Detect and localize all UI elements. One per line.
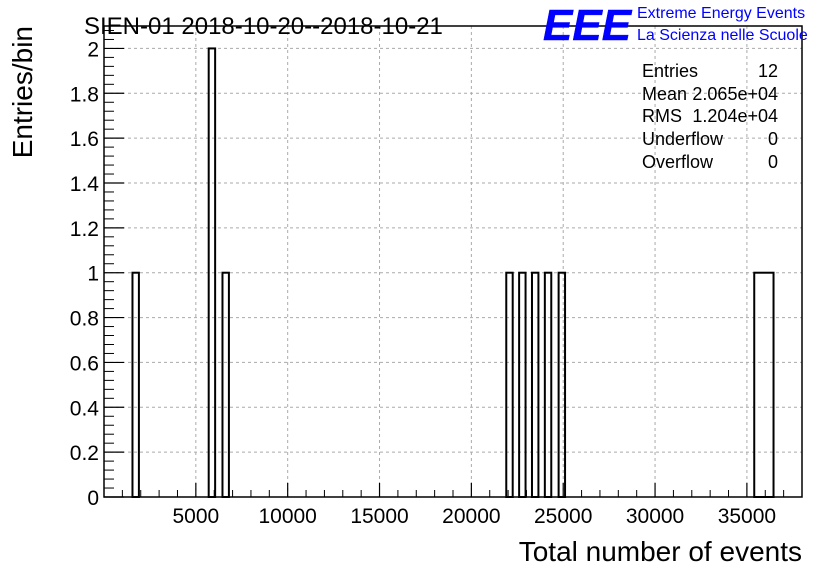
histogram-bin-1 [207,47,217,499]
y-tick-label: 0.8 [70,308,99,331]
x-axis-label: Total number of events [519,536,802,567]
x-tick-label: 35000 [718,505,776,528]
stats-entries-label: Entries [642,61,698,81]
histogram-bin-5 [530,271,540,499]
eee-logo: EEE Extreme Energy Events La Scienza nel… [543,1,808,51]
y-tick-label: 2 [87,38,99,61]
stats-entries-value: 12 [758,61,778,81]
x-tick-label: 25000 [534,505,592,528]
stats-mean-value: 2.065e+04 [692,84,778,104]
y-tick-label: 0.2 [70,442,99,465]
histogram-bin-7 [557,271,567,499]
y-tick-label: 1.8 [70,83,99,106]
y-tick-label: 0 [87,487,99,510]
x-tick-label: 30000 [626,505,684,528]
y-tick-label: 0.6 [70,352,99,375]
histogram-bin-8 [753,271,775,499]
x-tick-label: 5000 [172,505,219,528]
y-tick-label: 1 [87,263,99,286]
histogram-bin-3 [505,271,514,499]
stats-rms-label: RMS [642,106,682,126]
y-tick-label: 1.6 [70,128,99,151]
grid-layer [104,26,802,497]
stats-underflow-label: Underflow [642,129,724,149]
y-tick-label: 1.2 [70,218,99,241]
eee-logo-line1: Extreme Energy Events [637,5,805,22]
stats-mean-label: Mean [642,84,687,104]
stats-underflow-value: 0 [768,129,778,149]
eee-logo-line2: La Scienza nelle Scuole [637,27,808,44]
stats-overflow-label: Overflow [642,152,714,172]
stats-rms-value: 1.204e+04 [692,106,778,126]
histogram-bin-6 [543,271,553,499]
y-axis-label: Entries/bin [7,26,38,158]
y-tick-label: 0.4 [70,397,100,420]
stats-box: Entries 12 Mean 2.065e+04 RMS 1.204e+04 … [642,61,778,172]
ticks-layer: 5000 10000 15000 20000 25000 30000 35000 0 0.2 0.… [70,29,785,528]
stats-overflow-value: 0 [768,152,778,172]
x-tick-label: 15000 [350,505,408,528]
chart-title: SIEN-01 2018-10-20--2018-10-21 [84,13,443,40]
histogram-bin-0 [131,271,140,499]
eee-logo-mark: EEE [543,1,633,50]
x-tick-label: 10000 [258,505,316,528]
histogram-bin-2 [221,271,230,499]
histogram-bin-4 [518,271,527,499]
x-tick-label: 20000 [442,505,500,528]
y-tick-label: 1.4 [70,173,100,196]
